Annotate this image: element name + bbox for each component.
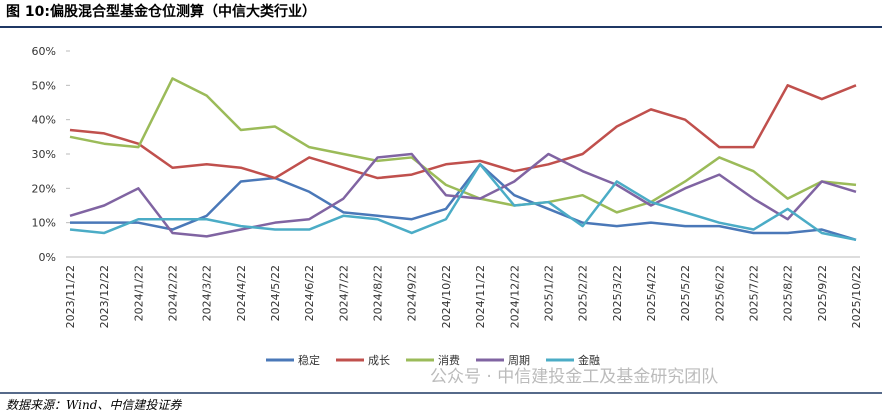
x-tick-label: 2024/3/22 <box>201 265 214 321</box>
legend-label: 周期 <box>508 354 530 367</box>
x-tick-label: 2024/8/22 <box>372 265 385 321</box>
x-tick-label: 2025/1/22 <box>542 265 555 321</box>
legend-label: 稳定 <box>298 353 320 367</box>
series-line <box>70 163 857 242</box>
x-tick-label: 2024/5/22 <box>269 265 282 321</box>
y-tick-label: 30% <box>32 148 56 161</box>
x-tick-label: 2024/2/22 <box>167 265 180 321</box>
x-tick-label: 2024/12/22 <box>508 265 521 328</box>
series-line <box>69 163 857 242</box>
x-tick-label: 2025/9/22 <box>816 265 829 321</box>
x-tick-label: 2025/4/22 <box>645 265 658 321</box>
x-tick-label: 2025/2/22 <box>577 265 590 321</box>
y-tick-label: 40% <box>32 114 56 127</box>
x-tick-label: 2024/7/22 <box>337 265 350 321</box>
y-tick-label: 20% <box>32 182 56 195</box>
y-tick-label: 10% <box>32 217 56 230</box>
watermark: 公众号 · 中信建投金工及基金研究团队 <box>430 367 718 387</box>
y-tick-label: 60% <box>32 45 56 58</box>
legend-label: 金融 <box>578 353 600 367</box>
x-tick-label: 2025/5/22 <box>679 265 692 321</box>
x-tick-label: 2024/6/22 <box>303 265 316 321</box>
x-tick-label: 2025/7/22 <box>747 265 760 321</box>
legend-label: 消费 <box>438 353 460 367</box>
y-tick-label: 50% <box>32 79 56 92</box>
series-line <box>69 84 857 180</box>
chart-title: 图 10:偏股混合型基金仓位测算（中信大类行业） <box>6 3 316 20</box>
y-tick-label: 0% <box>39 251 56 264</box>
x-tick-label: 2025/6/22 <box>713 265 726 321</box>
x-tick-label: 2025/10/22 <box>850 265 863 328</box>
x-tick-label: 2024/9/22 <box>406 265 419 321</box>
x-tick-label: 2024/11/22 <box>474 265 487 328</box>
x-tick-label: 2024/1/22 <box>132 265 145 321</box>
x-tick-label: 2025/3/22 <box>611 265 624 321</box>
series-line <box>69 152 857 238</box>
x-tick-label: 2024/10/22 <box>440 265 453 328</box>
x-tick-label: 2023/12/22 <box>98 265 111 328</box>
legend-label: 成长 <box>368 354 390 367</box>
x-tick-label: 2024/4/22 <box>235 265 248 321</box>
x-tick-label: 2023/11/22 <box>64 265 77 328</box>
source: 数据来源：Wind、中信建投证券 <box>6 398 182 412</box>
x-tick-label: 2025/8/22 <box>782 265 795 321</box>
